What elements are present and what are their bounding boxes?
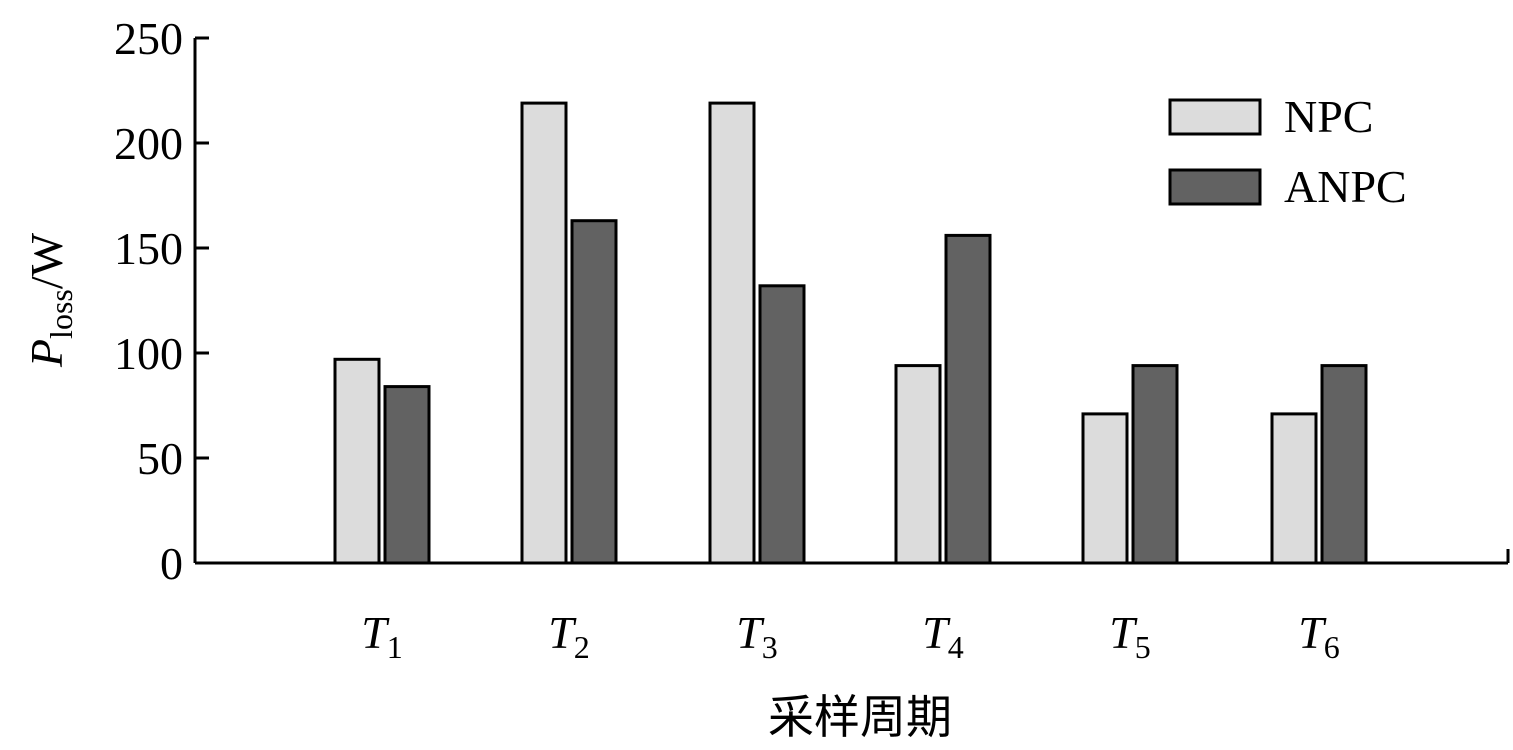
y-axis-title-subscript: loss: [43, 289, 79, 339]
legend: NPC ANPC: [1168, 91, 1407, 212]
bar-npc-5: [1081, 412, 1129, 565]
x-category-label-3: T3: [736, 607, 778, 665]
x-category-label-6: T6: [1298, 607, 1340, 665]
y-tick-label-150: 150: [114, 223, 183, 274]
legend-label-anpc: ANPC: [1284, 161, 1407, 212]
x-axis-title: 采样周期: [768, 692, 952, 743]
bar-anpc-4: [944, 233, 992, 565]
bar-anpc-6: [1320, 364, 1368, 565]
y-tick-label-0: 0: [160, 538, 183, 589]
bar-npc-6: [1270, 412, 1318, 565]
bar-anpc-3: [758, 284, 806, 565]
bar-anpc-2: [570, 219, 618, 565]
bars-layer: [333, 101, 1368, 565]
bar-npc-1: [333, 357, 381, 565]
bar-npc-4: [894, 364, 942, 565]
x-category-label-4: T4: [922, 607, 964, 665]
legend-label-npc: NPC: [1284, 91, 1373, 142]
y-tick-label-50: 50: [137, 433, 183, 484]
y-tick-label-200: 200: [114, 118, 183, 169]
legend-swatch-anpc: [1168, 168, 1262, 206]
x-category-label-1: T1: [361, 607, 403, 665]
y-tick-labels: 0 50 100 150 200 250: [114, 13, 209, 589]
x-category-labels: T1 T2 T3 T4 T5 T6: [361, 607, 1340, 665]
legend-swatch-npc: [1168, 98, 1262, 136]
bar-anpc-1: [383, 385, 431, 565]
y-axis-title-unit: /W: [21, 232, 72, 289]
bar-anpc-5: [1131, 364, 1179, 565]
bar-npc-3: [708, 101, 756, 565]
y-tick-label-100: 100: [114, 328, 183, 379]
y-tick-label-250: 250: [114, 13, 183, 64]
x-category-label-2: T2: [548, 607, 590, 665]
x-category-label-5: T5: [1109, 607, 1151, 665]
axes-layer: [193, 38, 1510, 565]
y-axis-title: Ploss/W: [21, 232, 79, 368]
bar-npc-2: [520, 101, 568, 565]
y-axis-title-symbol: P: [21, 339, 72, 368]
